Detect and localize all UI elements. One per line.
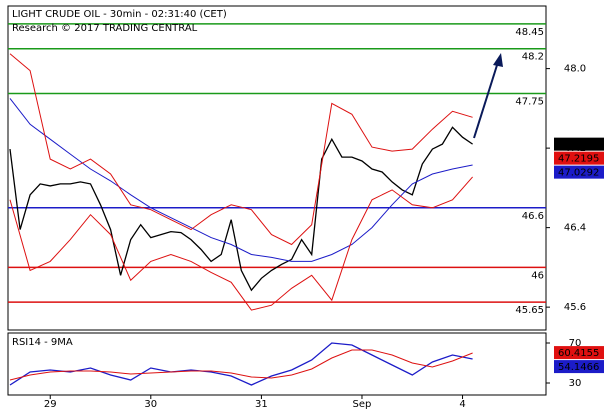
last-value-label: 47.0292 [558,168,599,179]
series-line [9,53,473,246]
last-value-box [554,151,604,165]
plot-layer: 48.047.246.445.648.4548.247.7546.64645.6… [8,23,604,410]
last-value-box [554,165,604,179]
last-value-label: 60.4155 [558,348,599,359]
series-line [9,98,473,262]
series-line [9,342,473,386]
last-value-box [554,360,604,374]
level-label: 48.2 [522,52,544,63]
last-value-label: 47.24 [558,140,587,151]
rsi-title: RSI14 - 9MA [12,337,73,348]
last-value-box [554,137,604,151]
last-value-label: 47.2195 [558,154,599,165]
chart-title: LIGHT CRUDE OIL - 30min - 02:31:40 (CET) [12,9,227,20]
level-label: 48.45 [515,27,544,38]
last-value-box [554,346,604,360]
level-label: 45.65 [515,305,544,316]
x-tick-label: Sep [353,399,372,410]
series-line [9,176,473,311]
level-label: 47.75 [515,96,544,107]
y-tick-label: 48.0 [564,64,586,75]
level-label: 46.6 [522,211,544,222]
forecast-arrowhead [493,53,503,67]
x-tick-label: 31 [255,399,268,410]
series-line [9,126,473,292]
chart-subtitle: Research © 2017 TRADING CENTRAL [12,23,198,34]
last-value-label: 54.1466 [558,362,599,373]
y-tick-label: 30 [569,378,582,389]
y-tick-label: 46.4 [564,223,586,234]
rsi-panel [7,332,547,396]
x-tick-label: 30 [144,399,157,410]
series-line [9,349,473,381]
y-tick-label: 45.6 [564,302,586,313]
x-tick-label: 29 [44,399,57,410]
y-tick-label: 70 [569,338,582,349]
level-label: 46 [531,270,544,281]
x-tick-label: 4 [459,399,465,410]
forecast-arrow [473,61,499,139]
